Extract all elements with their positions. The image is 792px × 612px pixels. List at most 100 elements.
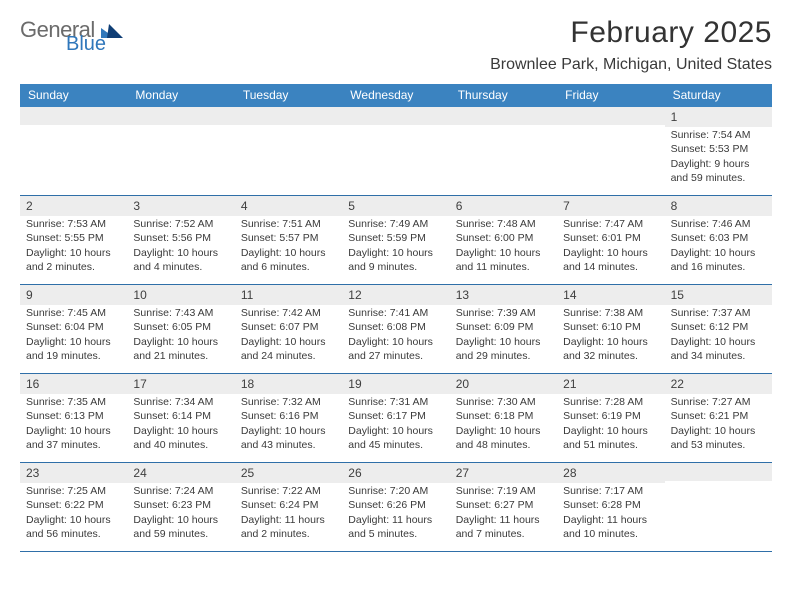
day-body: Sunrise: 7:28 AMSunset: 6:19 PMDaylight:…: [557, 394, 664, 456]
daylight-text: Daylight: 10 hours and 11 minutes.: [456, 246, 551, 274]
day-body: Sunrise: 7:17 AMSunset: 6:28 PMDaylight:…: [557, 483, 664, 545]
day-of-week-header: Sunday Monday Tuesday Wednesday Thursday…: [20, 84, 772, 107]
day-cell: [450, 107, 557, 195]
day-number: 18: [235, 374, 342, 394]
day-body: Sunrise: 7:32 AMSunset: 6:16 PMDaylight:…: [235, 394, 342, 456]
sunrise-text: Sunrise: 7:37 AM: [671, 306, 766, 320]
sunrise-text: Sunrise: 7:20 AM: [348, 484, 443, 498]
day-cell: 28Sunrise: 7:17 AMSunset: 6:28 PMDayligh…: [557, 463, 664, 551]
sunrise-text: Sunrise: 7:53 AM: [26, 217, 121, 231]
day-number: 3: [127, 196, 234, 216]
day-cell: 20Sunrise: 7:30 AMSunset: 6:18 PMDayligh…: [450, 374, 557, 462]
week-row: 2Sunrise: 7:53 AMSunset: 5:55 PMDaylight…: [20, 196, 772, 285]
day-number: 16: [20, 374, 127, 394]
sunset-text: Sunset: 6:04 PM: [26, 320, 121, 334]
day-number: 4: [235, 196, 342, 216]
sunrise-text: Sunrise: 7:25 AM: [26, 484, 121, 498]
day-cell: 14Sunrise: 7:38 AMSunset: 6:10 PMDayligh…: [557, 285, 664, 373]
sunrise-text: Sunrise: 7:48 AM: [456, 217, 551, 231]
dow-tuesday: Tuesday: [235, 84, 342, 107]
day-number: 21: [557, 374, 664, 394]
daylight-text: Daylight: 10 hours and 27 minutes.: [348, 335, 443, 363]
day-cell: 11Sunrise: 7:42 AMSunset: 6:07 PMDayligh…: [235, 285, 342, 373]
week-row: 23Sunrise: 7:25 AMSunset: 6:22 PMDayligh…: [20, 463, 772, 552]
day-cell: 10Sunrise: 7:43 AMSunset: 6:05 PMDayligh…: [127, 285, 234, 373]
sunset-text: Sunset: 6:08 PM: [348, 320, 443, 334]
day-body: Sunrise: 7:47 AMSunset: 6:01 PMDaylight:…: [557, 216, 664, 278]
daylight-text: Daylight: 10 hours and 9 minutes.: [348, 246, 443, 274]
sunrise-text: Sunrise: 7:31 AM: [348, 395, 443, 409]
sunset-text: Sunset: 6:09 PM: [456, 320, 551, 334]
day-number: 12: [342, 285, 449, 305]
day-body: Sunrise: 7:31 AMSunset: 6:17 PMDaylight:…: [342, 394, 449, 456]
daylight-text: Daylight: 10 hours and 29 minutes.: [456, 335, 551, 363]
day-cell: 1Sunrise: 7:54 AMSunset: 5:53 PMDaylight…: [665, 107, 772, 195]
day-body: Sunrise: 7:46 AMSunset: 6:03 PMDaylight:…: [665, 216, 772, 278]
daylight-text: Daylight: 10 hours and 56 minutes.: [26, 513, 121, 541]
day-cell: 9Sunrise: 7:45 AMSunset: 6:04 PMDaylight…: [20, 285, 127, 373]
day-number: 19: [342, 374, 449, 394]
day-cell: 18Sunrise: 7:32 AMSunset: 6:16 PMDayligh…: [235, 374, 342, 462]
day-body: Sunrise: 7:48 AMSunset: 6:00 PMDaylight:…: [450, 216, 557, 278]
daylight-text: Daylight: 10 hours and 40 minutes.: [133, 424, 228, 452]
day-number: 1: [665, 107, 772, 127]
location-subtitle: Brownlee Park, Michigan, United States: [490, 56, 772, 74]
day-cell: 24Sunrise: 7:24 AMSunset: 6:23 PMDayligh…: [127, 463, 234, 551]
sunset-text: Sunset: 6:07 PM: [241, 320, 336, 334]
day-cell: 5Sunrise: 7:49 AMSunset: 5:59 PMDaylight…: [342, 196, 449, 284]
day-body: Sunrise: 7:42 AMSunset: 6:07 PMDaylight:…: [235, 305, 342, 367]
sunset-text: Sunset: 5:57 PM: [241, 231, 336, 245]
dow-saturday: Saturday: [665, 84, 772, 107]
sunrise-text: Sunrise: 7:43 AM: [133, 306, 228, 320]
day-number: [20, 107, 127, 125]
sunset-text: Sunset: 6:18 PM: [456, 409, 551, 423]
brand-wordmark: General Blue: [20, 20, 123, 54]
day-body: Sunrise: 7:20 AMSunset: 6:26 PMDaylight:…: [342, 483, 449, 545]
day-body: Sunrise: 7:51 AMSunset: 5:57 PMDaylight:…: [235, 216, 342, 278]
daylight-text: Daylight: 11 hours and 7 minutes.: [456, 513, 551, 541]
title-block: February 2025 Brownlee Park, Michigan, U…: [490, 16, 772, 74]
day-number: 25: [235, 463, 342, 483]
dow-monday: Monday: [127, 84, 234, 107]
sunrise-text: Sunrise: 7:38 AM: [563, 306, 658, 320]
daylight-text: Daylight: 11 hours and 2 minutes.: [241, 513, 336, 541]
day-cell: 12Sunrise: 7:41 AMSunset: 6:08 PMDayligh…: [342, 285, 449, 373]
day-number: [235, 107, 342, 125]
day-cell: 23Sunrise: 7:25 AMSunset: 6:22 PMDayligh…: [20, 463, 127, 551]
day-cell: 3Sunrise: 7:52 AMSunset: 5:56 PMDaylight…: [127, 196, 234, 284]
day-body: Sunrise: 7:27 AMSunset: 6:21 PMDaylight:…: [665, 394, 772, 456]
day-body: Sunrise: 7:52 AMSunset: 5:56 PMDaylight:…: [127, 216, 234, 278]
daylight-text: Daylight: 10 hours and 21 minutes.: [133, 335, 228, 363]
day-number: 17: [127, 374, 234, 394]
day-body: Sunrise: 7:41 AMSunset: 6:08 PMDaylight:…: [342, 305, 449, 367]
day-body: Sunrise: 7:53 AMSunset: 5:55 PMDaylight:…: [20, 216, 127, 278]
day-number: 2: [20, 196, 127, 216]
day-number: 23: [20, 463, 127, 483]
dow-thursday: Thursday: [450, 84, 557, 107]
daylight-text: Daylight: 10 hours and 14 minutes.: [563, 246, 658, 274]
sunrise-text: Sunrise: 7:35 AM: [26, 395, 121, 409]
day-cell: 17Sunrise: 7:34 AMSunset: 6:14 PMDayligh…: [127, 374, 234, 462]
day-number: 15: [665, 285, 772, 305]
day-number: 10: [127, 285, 234, 305]
daylight-text: Daylight: 10 hours and 45 minutes.: [348, 424, 443, 452]
day-cell: 15Sunrise: 7:37 AMSunset: 6:12 PMDayligh…: [665, 285, 772, 373]
sunset-text: Sunset: 6:28 PM: [563, 498, 658, 512]
daylight-text: Daylight: 10 hours and 48 minutes.: [456, 424, 551, 452]
day-body: Sunrise: 7:45 AMSunset: 6:04 PMDaylight:…: [20, 305, 127, 367]
day-number: 26: [342, 463, 449, 483]
day-number: 28: [557, 463, 664, 483]
day-number: 8: [665, 196, 772, 216]
day-number: 27: [450, 463, 557, 483]
day-number: 11: [235, 285, 342, 305]
day-cell: 2Sunrise: 7:53 AMSunset: 5:55 PMDaylight…: [20, 196, 127, 284]
day-cell: [665, 463, 772, 551]
sunrise-text: Sunrise: 7:30 AM: [456, 395, 551, 409]
day-cell: [342, 107, 449, 195]
sunrise-text: Sunrise: 7:54 AM: [671, 128, 766, 142]
day-number: 14: [557, 285, 664, 305]
sunset-text: Sunset: 6:23 PM: [133, 498, 228, 512]
sunset-text: Sunset: 6:16 PM: [241, 409, 336, 423]
day-body: Sunrise: 7:43 AMSunset: 6:05 PMDaylight:…: [127, 305, 234, 367]
day-body: Sunrise: 7:30 AMSunset: 6:18 PMDaylight:…: [450, 394, 557, 456]
